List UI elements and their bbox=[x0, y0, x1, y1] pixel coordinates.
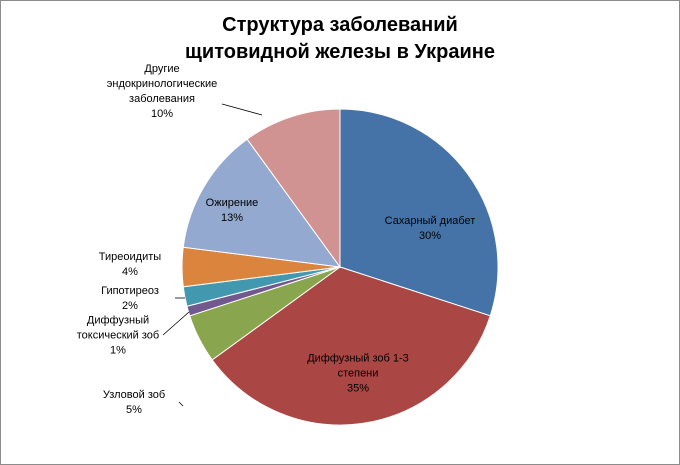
leader-line-7 bbox=[221, 103, 263, 116]
slice-label-1: Диффузный зоб 1-3 степени 35% bbox=[307, 353, 409, 395]
slice-percent-text: 35% bbox=[347, 383, 369, 395]
leader-line-2 bbox=[178, 401, 184, 407]
slice-label-text: Сахарный диабет bbox=[385, 215, 476, 227]
slice-label-text: токсический зоб bbox=[77, 330, 159, 342]
slice-label-text: Узловой зоб bbox=[103, 389, 165, 401]
pie-slice-7 bbox=[246, 108, 341, 269]
slice-label-text: степени bbox=[338, 368, 379, 380]
slice-label-0: Сахарный диабет 30% bbox=[385, 215, 476, 242]
slice-label-6: Ожирение 13% bbox=[206, 197, 259, 224]
slice-label-text: Другие bbox=[144, 63, 179, 75]
chart-title: Структура заболеваний щитовидной железы … bbox=[0, 12, 680, 66]
slice-label-7: Другие эндокринологические заболевания 10% bbox=[107, 63, 218, 120]
slice-label-text: заболевания bbox=[129, 93, 195, 105]
slice-label-2: Узловой зоб 5% bbox=[103, 389, 165, 416]
pie-slice-6 bbox=[182, 138, 342, 268]
chart-title-line-1: Структура заболеваний bbox=[222, 14, 458, 36]
pie-slice-0 bbox=[339, 108, 499, 317]
slice-percent-text: 13% bbox=[221, 212, 243, 224]
slice-percent-text: 2% bbox=[122, 300, 138, 312]
slice-percent-text: 30% bbox=[419, 230, 441, 242]
slice-label-3: Диффузный токсический зоб 1% bbox=[77, 315, 159, 357]
slice-label-text: Диффузный зоб 1-3 bbox=[307, 353, 409, 365]
slice-label-text: Тиреоидиты bbox=[99, 251, 161, 263]
slice-percent-text: 10% bbox=[151, 108, 173, 120]
slice-label-text: эндокринологические bbox=[107, 78, 218, 90]
slice-label-text: Ожирение bbox=[206, 197, 259, 209]
slice-percent-text: 1% bbox=[110, 345, 126, 357]
slice-label-4: Гипотиреоз 2% bbox=[101, 285, 159, 312]
slice-label-text: Диффузный bbox=[87, 315, 149, 327]
leader-line-3 bbox=[162, 311, 190, 336]
slice-percent-text: 4% bbox=[122, 266, 138, 278]
pie-slice-1 bbox=[211, 266, 491, 426]
slice-percent-text: 5% bbox=[126, 404, 142, 416]
chart-title-line-2: щитовидной железы в Украине bbox=[185, 41, 495, 63]
slice-label-text: Гипотиреоз bbox=[101, 285, 159, 297]
slice-label-5: Тиреоидиты 4% bbox=[99, 251, 161, 278]
